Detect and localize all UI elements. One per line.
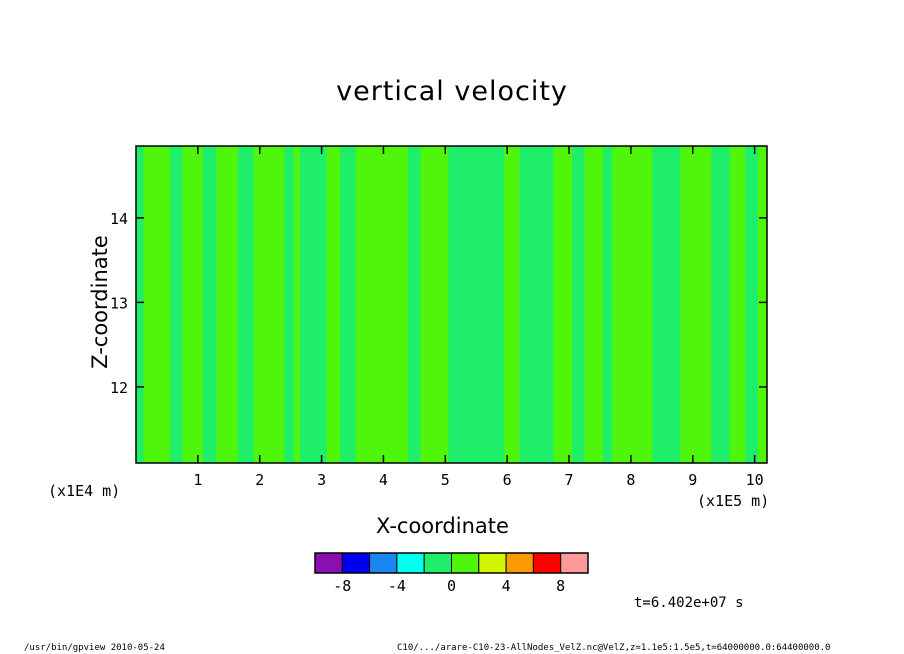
colorbar: -8 -4 0 4 8 — [314, 552, 589, 595]
contour-band — [216, 146, 239, 463]
contour-band — [182, 146, 204, 463]
colorbar-tick-label: -4 — [388, 577, 406, 595]
contour-band — [745, 146, 759, 463]
footer-right: C10/.../arare-C10-23-AllNodes_VelZ.nc@Ve… — [397, 643, 831, 653]
timestamp-label: t=6.402e+07 s — [634, 595, 744, 611]
contour-band — [448, 146, 468, 463]
x-tick-label: 4 — [379, 471, 388, 489]
contour-band — [284, 146, 295, 463]
x-axis-unit: (x1E5 m) — [697, 492, 770, 510]
x-tick-label: 1 — [193, 471, 202, 489]
x-tick-label: 2 — [255, 471, 264, 489]
contour-band — [253, 146, 285, 463]
x-tick-label: 9 — [688, 471, 697, 489]
x-axis-ticks: 1 2 3 4 5 6 7 8 9 10 — [193, 146, 764, 489]
x-axis-label: X-coordinate — [376, 514, 509, 538]
contour-band — [553, 146, 573, 463]
colorbar-swatch — [451, 552, 480, 574]
contour-band — [729, 146, 746, 463]
x-tick-label: 8 — [626, 471, 635, 489]
contour-band — [170, 146, 183, 463]
footer-left: /usr/bin/gpview 2010-05-24 — [24, 643, 165, 653]
contour-band — [603, 146, 613, 463]
colorbar-tick-label: -8 — [333, 577, 351, 595]
colorbar-swatch — [423, 552, 453, 574]
contour-band — [380, 146, 409, 463]
contour-band — [466, 146, 505, 463]
colorbar-frame — [314, 552, 589, 574]
y-tick-label: 12 — [110, 379, 128, 397]
contour-band — [143, 146, 171, 463]
colorbar-swatch — [478, 552, 507, 574]
contour-band — [680, 146, 712, 463]
contour-band — [408, 146, 422, 463]
x-tick-label: 3 — [317, 471, 326, 489]
y-axis-unit: (x1E4 m) — [48, 482, 121, 500]
contour-band — [584, 146, 604, 463]
colorbar-swatch — [341, 552, 371, 574]
contour-band — [652, 146, 681, 463]
colorbar-tick-label: 4 — [502, 577, 511, 595]
contour-band — [538, 146, 555, 463]
contour-band — [757, 146, 767, 463]
contour-field — [136, 146, 767, 463]
colorbar-swatch — [314, 552, 343, 574]
x-tick-label: 5 — [441, 471, 450, 489]
colorbar-swatch — [505, 552, 534, 574]
plot-frame — [135, 145, 768, 464]
contour-band — [293, 146, 301, 463]
contour-band — [612, 146, 638, 463]
contour-band — [299, 146, 328, 463]
colorbar-swatch — [396, 552, 425, 574]
x-tick-label: 6 — [503, 471, 512, 489]
contour-band — [202, 146, 217, 463]
contour-band — [238, 146, 255, 463]
contour-band — [637, 146, 654, 463]
contour-band — [326, 146, 341, 463]
chart-title: vertical velocity — [336, 76, 568, 107]
colorbar-tick-label: 0 — [447, 577, 456, 595]
colorbar-swatch — [369, 552, 398, 574]
colorbar-swatch — [532, 552, 562, 574]
colorbar-swatch — [560, 552, 589, 574]
contour-band — [711, 146, 731, 463]
x-tick-label: 10 — [746, 471, 764, 489]
y-tick-label: 13 — [110, 294, 128, 312]
x-tick-label: 7 — [565, 471, 574, 489]
contour-band — [340, 146, 357, 463]
contour-band — [504, 146, 521, 463]
contour-band — [572, 146, 586, 463]
y-tick-label: 14 — [110, 210, 128, 228]
contour-band — [355, 146, 381, 463]
y-axis-label: Z-coordinate — [88, 235, 112, 369]
contour-band — [136, 146, 144, 463]
contour-band — [420, 146, 449, 463]
y-axis-ticks: 12 13 14 — [110, 210, 767, 397]
colorbar-tick-label: 8 — [556, 577, 565, 595]
contour-band — [519, 146, 539, 463]
